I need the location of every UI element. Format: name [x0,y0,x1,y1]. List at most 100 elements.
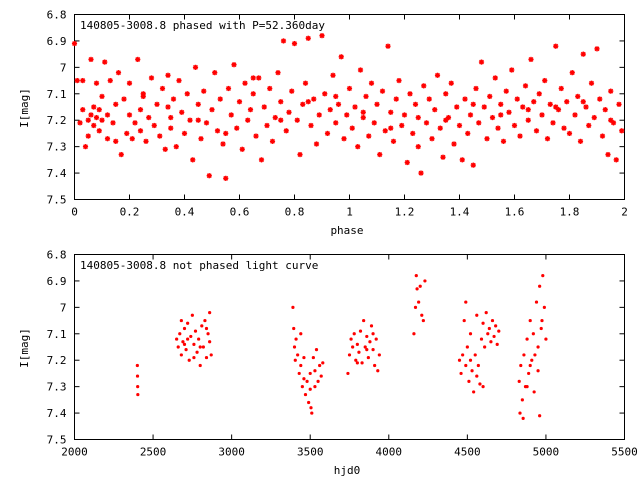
unphased-data-point [461,353,465,357]
phased-data-point [137,107,144,113]
phased-data-point [82,144,89,150]
phased-x-tick-label: 0.8 [285,206,305,219]
phased-data-point [346,85,353,92]
unphased-data-point [377,353,381,357]
phased-data-point [159,85,166,92]
phased-data-point [432,107,438,113]
phased-data-point [514,96,520,102]
unphased-data-point [204,355,209,360]
unphased-data-point [181,340,185,344]
phased-data-point [93,80,100,86]
phased-data-point [278,99,284,105]
unphased-x-tick-label: 4000 [376,446,403,459]
unphased-data-point [190,313,194,317]
phased-data-point [168,125,174,131]
unphased-data-point [309,406,313,410]
unphased-y-tick-label: 7.2 [47,354,67,367]
unphased-data-point [484,311,488,315]
unphased-data-point [497,329,501,333]
unphased-data-point [198,345,202,349]
unphased-data-point [292,326,296,331]
phased-data-point [228,112,234,118]
phased-data-point [181,130,188,137]
phased-data-point [135,56,141,63]
phased-data-point [239,146,245,152]
unphased-data-point [299,363,303,368]
unphased-data-point [478,382,482,386]
phased-data-point [616,101,622,107]
phased-data-point [330,72,336,78]
phased-data-point [107,77,113,84]
phased-data-point [74,77,80,84]
phased-data-point [619,128,625,134]
phased-x-tick-label: 0 [71,206,78,219]
unphased-data-point [365,334,369,339]
phased-data-point [126,80,133,86]
unphased-data-point [193,329,198,333]
phased-data-point [555,107,562,113]
phased-data-point [597,96,603,102]
unphased-data-point [489,340,493,344]
unphased-data-point [192,355,196,360]
unphased-y-tick-label: 7.3 [47,381,67,394]
phased-data-point [423,120,430,126]
phased-data-point [137,128,144,134]
unphased-data-point [414,274,418,278]
unphased-data-point [475,374,479,378]
unphased-data-point [195,350,199,354]
phased-plot-frame [74,14,625,200]
phased-data-point [553,43,559,49]
phased-data-point [542,77,548,84]
unphased-data-point [368,340,372,344]
phased-data-point [267,85,273,92]
phased-data-point [316,112,322,118]
unphased-data-point [369,324,374,328]
phased-data-point [594,46,600,52]
phased-data-point [242,80,248,86]
phased-data-point [426,96,432,102]
unphased-data-point [541,274,545,278]
phased-data-point [412,101,419,107]
unphased-chart: 140805-3008.8 not phased light curve hjd… [18,249,638,478]
phased-data-point [71,40,78,47]
unphased-data-point [297,371,301,376]
unphased-data-point [544,337,548,341]
phased-y-axis-label: I[mag] [18,88,31,128]
phased-data-point [473,85,479,92]
unphased-data-point [371,332,375,336]
phased-data-point [569,70,575,76]
phased-x-tick-label: 0.6 [230,206,250,219]
unphased-data-point [519,363,523,368]
phased-y-ticks: 6.8 6.9 7 7.1 7.2 7.3 7.4 7.5 [47,9,625,207]
phased-data-point [256,75,262,81]
phased-data-point [401,112,408,118]
unphased-data-point [352,332,356,336]
unphased-data-point [374,337,378,341]
phased-data-point [223,175,229,181]
unphased-data-point [468,358,473,362]
unphased-data-point [189,334,193,339]
phased-data-point [91,104,97,110]
phased-data-point [443,117,449,123]
unphased-data-point [521,416,525,420]
phased-data-point [168,114,174,121]
unphased-data-point [311,355,315,360]
phased-data-point [605,151,611,158]
phased-data-point [382,128,388,134]
phased-data-point [478,59,485,65]
unphased-data-point [184,348,188,352]
unphased-y-tick-label: 7.1 [47,328,67,341]
unphased-data-point [533,353,537,357]
phased-data-point [363,93,369,100]
unphased-data-point [208,340,212,344]
unphased-data-point [136,392,140,397]
phased-data-point [231,62,237,68]
unphased-data-point [495,342,499,346]
phased-data-point [313,141,320,147]
unphased-data-point [373,363,377,368]
unphased-data-point [307,400,311,405]
unphased-data-point [376,369,380,373]
unphased-data-point [421,318,425,323]
unphased-data-point [308,387,312,391]
unphased-data-point [292,345,297,349]
